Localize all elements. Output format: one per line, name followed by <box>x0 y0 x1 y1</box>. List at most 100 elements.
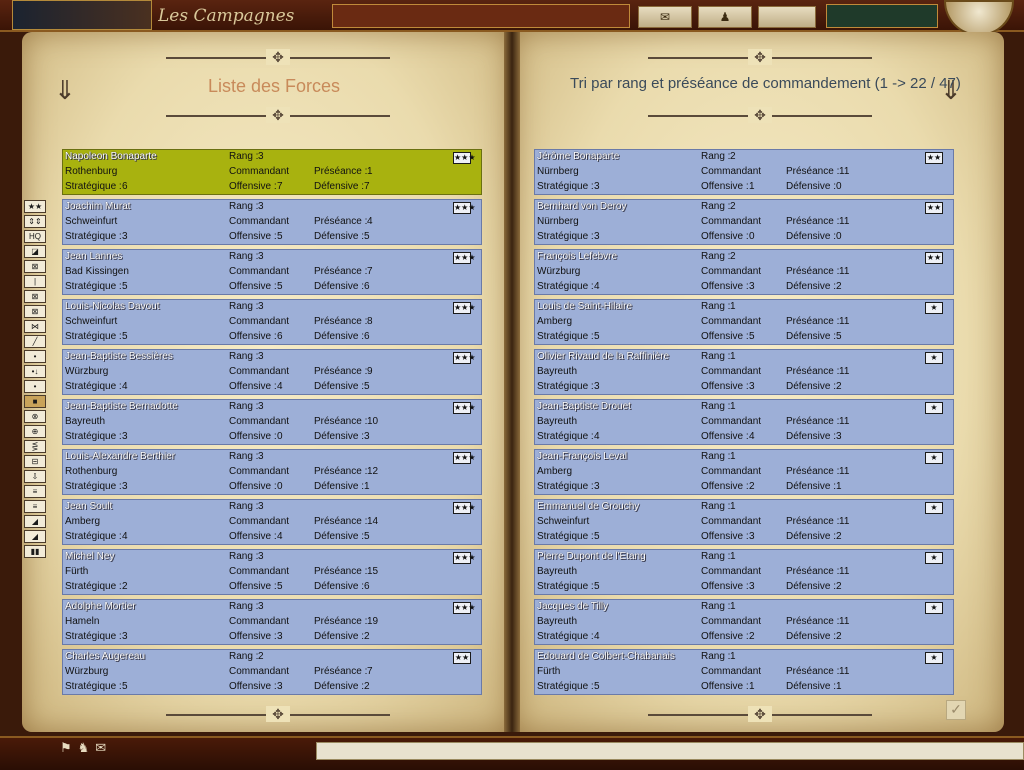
confirm-check-button[interactable]: ✓ <box>946 700 966 720</box>
defensive-value: 2 <box>364 681 370 692</box>
filter-button-14[interactable]: ⊗ <box>24 410 46 423</box>
commander-card[interactable]: Olivier Rivaud de la Raffinière Bayreuth S… <box>534 349 954 395</box>
filter-button-13[interactable]: ■ <box>24 395 46 408</box>
defensive-value: 5 <box>364 381 370 392</box>
rang-value: 3 <box>258 501 264 512</box>
rang-value: 1 <box>730 651 736 662</box>
commander-portrait[interactable] <box>12 0 152 30</box>
label: Stratégique : <box>65 681 122 692</box>
defensive-value: 2 <box>836 581 842 592</box>
commander-card[interactable]: Joachim Murat Schweinfurt Stratégique : Ra… <box>62 199 482 245</box>
strategique-value: 3 <box>122 231 128 242</box>
filter-button-23[interactable]: ▮▮ <box>24 545 46 558</box>
filter-button-3[interactable]: ◪ <box>24 245 46 258</box>
label: Stratégique : <box>65 231 122 242</box>
filter-button-22[interactable]: ◢ <box>24 530 46 543</box>
label: Offensive : <box>229 231 277 242</box>
label: Commandant <box>701 316 762 327</box>
filter-button-15[interactable]: ⊕ <box>24 425 46 438</box>
offensive-value: 5 <box>277 231 283 242</box>
filter-button-10[interactable]: • <box>24 350 46 363</box>
commander-card[interactable]: Jean-François Leval Amberg Stratégique : R… <box>534 449 954 495</box>
filter-button-6[interactable]: ⊠ <box>24 290 46 303</box>
strategique-value: 3 <box>122 631 128 642</box>
commander-card[interactable]: Napoleon Bonaparte Rothenburg Stratégique … <box>62 149 482 195</box>
preseance-value: 7 <box>367 666 373 677</box>
commander-card[interactable]: Pierre Dupont de l'Etang Bayreuth Stratégi… <box>534 549 954 595</box>
filter-button-11[interactable]: •↓ <box>24 365 46 378</box>
filter-button-4[interactable]: ⊠ <box>24 260 46 273</box>
label: Stratégique : <box>65 481 122 492</box>
offensive-value: 6 <box>277 331 283 342</box>
filter-button-19[interactable]: ≡ <box>24 485 46 498</box>
label: Préséance : <box>314 466 368 477</box>
preseance-value: 11 <box>839 266 850 277</box>
commander-card[interactable]: Jean-Baptiste Bessières Würzburg Stratégiq… <box>62 349 482 395</box>
label: Préséance : <box>314 366 368 377</box>
commander-card[interactable]: Adolphe Mortier Hameln Stratégique : Rang … <box>62 599 482 645</box>
commander-card[interactable]: Jérôme Bonaparte Nürnberg Stratégique : Ra… <box>534 149 954 195</box>
commander-card[interactable]: Michel Ney Fürth Stratégique : Rang : Comm… <box>62 549 482 595</box>
commander-card[interactable]: Louis-Nicolas Davout Schweinfurt Stratégiq… <box>62 299 482 345</box>
filter-button-9[interactable]: ╱ <box>24 335 46 348</box>
commander-card[interactable]: Emmanuel de Grouchy Schweinfurt Stratégiqu… <box>534 499 954 545</box>
filter-button-5[interactable]: | <box>24 275 46 288</box>
commander-card[interactable]: Jean Lannes Bad Kissingen Stratégique : Ra… <box>62 249 482 295</box>
offensive-value: 3 <box>749 381 755 392</box>
top-mail-button[interactable]: ✉ <box>638 6 692 28</box>
label: Défensive : <box>786 231 837 242</box>
commander-name: Adolphe Mortier <box>65 601 136 612</box>
commander-card[interactable]: Louis de Saint-Hilaire Amberg Stratégique … <box>534 299 954 345</box>
label: Défensive : <box>786 631 837 642</box>
label: Rang : <box>701 351 731 362</box>
label: Préséance : <box>314 516 368 527</box>
commander-location: Fürth <box>537 666 561 677</box>
label: Commandant <box>701 266 762 277</box>
commander-card[interactable]: Jean-Baptiste Drouet Bayreuth Stratégique … <box>534 399 954 445</box>
commander-card[interactable]: Edouard de Colbert-Chabanais Fürth Stratég… <box>534 649 954 695</box>
label: Rang : <box>229 451 259 462</box>
commander-card[interactable]: Jacques de Tilly Bayreuth Stratégique : Ra… <box>534 599 954 645</box>
filter-button-18[interactable]: ⇩ <box>24 470 46 483</box>
label: Offensive : <box>229 181 277 192</box>
top-empty-button[interactable] <box>758 6 816 28</box>
filter-button-20[interactable]: ≡ <box>24 500 46 513</box>
commander-name: Pierre Dupont de l'Etang <box>537 551 646 562</box>
filter-button-12[interactable]: • <box>24 380 46 393</box>
commander-card[interactable]: Jean Soult Amberg Stratégique : Rang : Com… <box>62 499 482 545</box>
defensive-value: 1 <box>836 681 842 692</box>
commander-card[interactable]: Jean-Baptiste Bernadotte Bayreuth Stratégi… <box>62 399 482 445</box>
filter-button-17[interactable]: ⊟ <box>24 455 46 468</box>
commander-card[interactable]: François Lefebvre Würzburg Stratégique : R… <box>534 249 954 295</box>
filter-button-0[interactable]: ★★ <box>24 200 46 213</box>
filter-button-8[interactable]: ⋈ <box>24 320 46 333</box>
ornament-divider: ✥ <box>166 107 390 123</box>
filter-button-1[interactable]: ⇕⇕ <box>24 215 46 228</box>
defensive-value: 5 <box>364 531 370 542</box>
offensive-value: 3 <box>749 281 755 292</box>
rank-stars-icon: ★★★ <box>453 252 476 264</box>
label: Défensive : <box>314 281 365 292</box>
offensive-value: 5 <box>277 581 283 592</box>
strategique-value: 5 <box>594 581 600 592</box>
commander-card[interactable]: Charles Augereau Würzburg Stratégique : Ra… <box>62 649 482 695</box>
label: Rang : <box>229 301 259 312</box>
commander-location: Würzburg <box>65 666 109 677</box>
bottom-toolbar-icons[interactable]: ⚑♞✉ <box>60 740 113 755</box>
rang-value: 3 <box>258 351 264 362</box>
commander-card[interactable]: Louis-Alexandre Berthier Rothenburg Straté… <box>62 449 482 495</box>
commander-location: Bayreuth <box>537 416 578 427</box>
top-army-button[interactable]: ♟ <box>698 6 752 28</box>
filter-button-2[interactable]: HQ <box>24 230 46 243</box>
rank-stars-icon: ★ <box>925 652 943 664</box>
preseance-value: 10 <box>367 416 379 427</box>
filter-button-16[interactable]: ⋚ <box>24 440 46 453</box>
commander-card[interactable]: Bernhard von Deroy Nürnberg Stratégique : … <box>534 199 954 245</box>
filter-button-7[interactable]: ⊠ <box>24 305 46 318</box>
label: Offensive : <box>701 431 749 442</box>
preseance-value: 4 <box>367 216 373 227</box>
strategique-value: 6 <box>122 181 128 192</box>
filter-button-21[interactable]: ◢ <box>24 515 46 528</box>
label: Rang : <box>229 201 259 212</box>
ornament-divider: ✥ <box>648 107 872 123</box>
